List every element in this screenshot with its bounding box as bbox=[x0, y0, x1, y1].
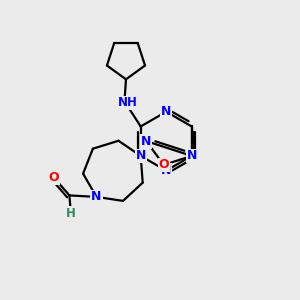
Text: H: H bbox=[66, 207, 76, 220]
Text: N: N bbox=[136, 149, 146, 162]
Text: N: N bbox=[141, 135, 152, 148]
Text: N: N bbox=[91, 190, 102, 203]
Text: NH: NH bbox=[118, 96, 138, 110]
Text: N: N bbox=[161, 105, 171, 118]
Text: O: O bbox=[158, 158, 169, 172]
Text: O: O bbox=[49, 171, 59, 184]
Text: N: N bbox=[187, 149, 197, 162]
Text: N: N bbox=[161, 164, 171, 177]
